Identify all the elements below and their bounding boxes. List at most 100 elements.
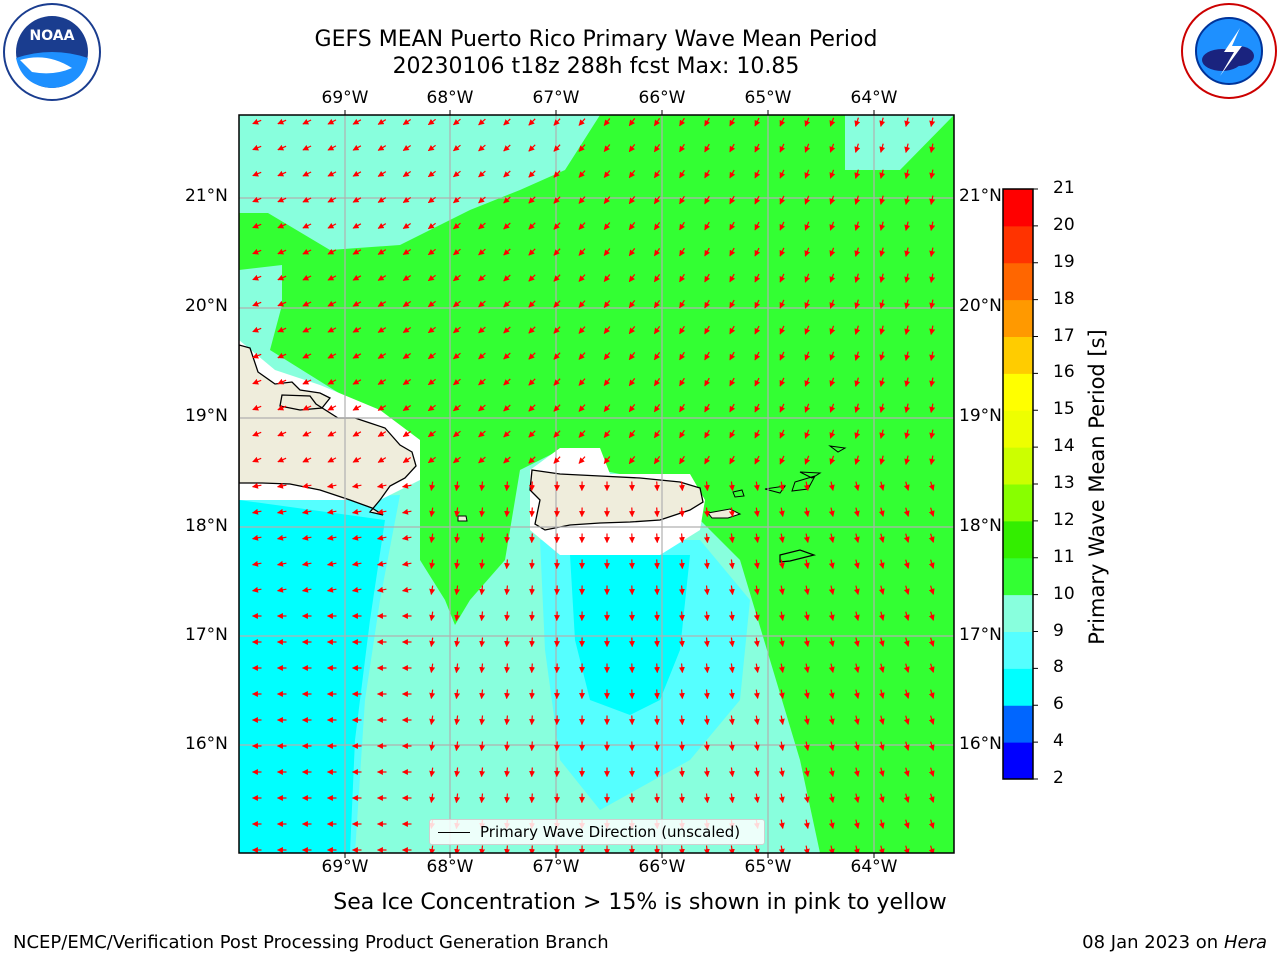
wave-direction-arrow bbox=[704, 403, 711, 413]
wave-direction-arrow bbox=[352, 144, 362, 151]
wave-direction-arrow bbox=[929, 221, 936, 231]
wave-direction-arrow bbox=[829, 403, 836, 413]
wave-direction-arrow bbox=[878, 559, 885, 569]
wave-direction-arrow bbox=[729, 117, 736, 127]
wave-direction-arrow bbox=[829, 455, 836, 465]
wave-direction-arrow bbox=[478, 352, 486, 360]
wave-direction-arrow bbox=[603, 274, 611, 282]
wave-direction-arrow bbox=[578, 300, 586, 308]
wave-direction-arrow bbox=[803, 559, 810, 569]
wave-direction-arrow bbox=[529, 793, 536, 804]
wave-direction-arrow bbox=[478, 248, 486, 256]
wave-direction-arrow bbox=[504, 559, 511, 570]
wave-direction-arrow bbox=[679, 221, 686, 231]
colorbar-tick-label: 17 bbox=[1053, 325, 1075, 346]
wave-direction-arrow bbox=[252, 482, 262, 489]
wave-direction-arrow bbox=[879, 455, 886, 465]
wave-direction-arrow bbox=[804, 117, 811, 127]
lat-label-right-20: 20°N bbox=[959, 296, 1002, 316]
wave-direction-arrow bbox=[854, 273, 861, 283]
wave-direction-arrow bbox=[753, 585, 760, 595]
wave-direction-arrow bbox=[729, 195, 736, 205]
wave-direction-arrow bbox=[903, 715, 910, 725]
wave-direction-arrow bbox=[828, 663, 835, 673]
wave-direction-arrow bbox=[252, 326, 262, 333]
wave-direction-arrow bbox=[803, 481, 810, 491]
wave-direction-arrow bbox=[553, 352, 561, 360]
wave-direction-arrow bbox=[454, 793, 461, 804]
wave-direction-arrow bbox=[553, 326, 561, 334]
wave-direction-arrow bbox=[252, 300, 262, 307]
wave-direction-arrow bbox=[678, 793, 685, 804]
wave-direction-arrow bbox=[929, 429, 936, 439]
wave-direction-arrow bbox=[678, 845, 685, 853]
wave-direction-arrow bbox=[803, 533, 810, 543]
wave-direction-arrow bbox=[879, 195, 886, 205]
wave-direction-arrow bbox=[479, 767, 486, 778]
wave-direction-arrow bbox=[377, 404, 387, 411]
wave-direction-arrow bbox=[753, 637, 760, 647]
wave-direction-arrow bbox=[679, 429, 686, 439]
wave-direction-arrow bbox=[479, 611, 486, 622]
lat-label-right-19: 19°N bbox=[959, 406, 1002, 426]
chart-title: GEFS MEAN Puerto Rico Primary Wave Mean … bbox=[314, 27, 878, 52]
wave-direction-arrow bbox=[679, 169, 686, 179]
wave-direction-arrow bbox=[277, 586, 287, 593]
wave-direction-arrow bbox=[504, 689, 511, 700]
wave-direction-arrow bbox=[327, 300, 337, 307]
wave-direction-arrow bbox=[504, 637, 511, 648]
wave-direction-arrow bbox=[603, 326, 611, 334]
wave-direction-arrow bbox=[402, 118, 412, 125]
wave-direction-arrow bbox=[679, 403, 686, 413]
wave-direction-arrow bbox=[352, 482, 362, 489]
wave-direction-arrow bbox=[454, 689, 461, 700]
wave-direction-arrow bbox=[503, 144, 511, 152]
wave-direction-arrow bbox=[504, 663, 511, 674]
wave-direction-arrow bbox=[429, 793, 436, 803]
wave-direction-arrow bbox=[903, 507, 910, 517]
wave-direction-arrow bbox=[454, 611, 461, 622]
wave-direction-arrow bbox=[679, 325, 686, 335]
wave-direction-arrow bbox=[853, 585, 860, 595]
wave-direction-arrow bbox=[578, 326, 586, 334]
wave-direction-arrow bbox=[778, 819, 785, 829]
wave-direction-arrow bbox=[529, 585, 536, 596]
wave-direction-arrow bbox=[703, 507, 710, 518]
wave-direction-arrow bbox=[503, 326, 511, 334]
wave-direction-arrow bbox=[853, 559, 860, 569]
wave-direction-arrow bbox=[679, 143, 686, 153]
wave-direction-arrow bbox=[854, 455, 861, 465]
wave-direction-arrow bbox=[729, 351, 736, 361]
wave-direction-arrow bbox=[779, 299, 786, 309]
wave-direction-arrow bbox=[453, 196, 461, 204]
wave-direction-arrow bbox=[402, 222, 412, 229]
wave-direction-arrow bbox=[429, 481, 436, 491]
colorbar-tick-label: 11 bbox=[1053, 546, 1075, 567]
wave-direction-arrow bbox=[402, 586, 412, 593]
wave-direction-arrow bbox=[828, 585, 835, 595]
wave-direction-arrow bbox=[704, 195, 711, 205]
wave-direction-arrow bbox=[504, 481, 511, 492]
wave-direction-arrow bbox=[302, 118, 312, 125]
wave-direction-arrow bbox=[302, 404, 312, 411]
wave-direction-arrow bbox=[778, 793, 785, 803]
wave-direction-arrow bbox=[678, 559, 685, 570]
colorbar-tick-label: 19 bbox=[1053, 251, 1075, 272]
wave-direction-arrow bbox=[803, 507, 810, 517]
wave-direction-arrow bbox=[828, 793, 835, 803]
wave-direction-arrow bbox=[553, 144, 561, 152]
wave-direction-arrow bbox=[578, 118, 586, 126]
wave-direction-arrow bbox=[553, 118, 561, 126]
wave-direction-arrow bbox=[553, 300, 561, 308]
wave-direction-arrow bbox=[803, 715, 810, 725]
wave-direction-arrow bbox=[879, 169, 886, 179]
wave-direction-arrow bbox=[653, 273, 661, 283]
wave-direction-arrow bbox=[903, 663, 910, 673]
lat-label-left-20: 20°N bbox=[185, 296, 228, 316]
wave-direction-arrow bbox=[277, 196, 287, 203]
wave-direction-arrow bbox=[653, 195, 661, 205]
wave-direction-arrow bbox=[929, 169, 936, 179]
wave-direction-arrow bbox=[454, 845, 461, 853]
wave-direction-arrow bbox=[429, 585, 436, 595]
wave-direction-arrow bbox=[854, 377, 861, 387]
